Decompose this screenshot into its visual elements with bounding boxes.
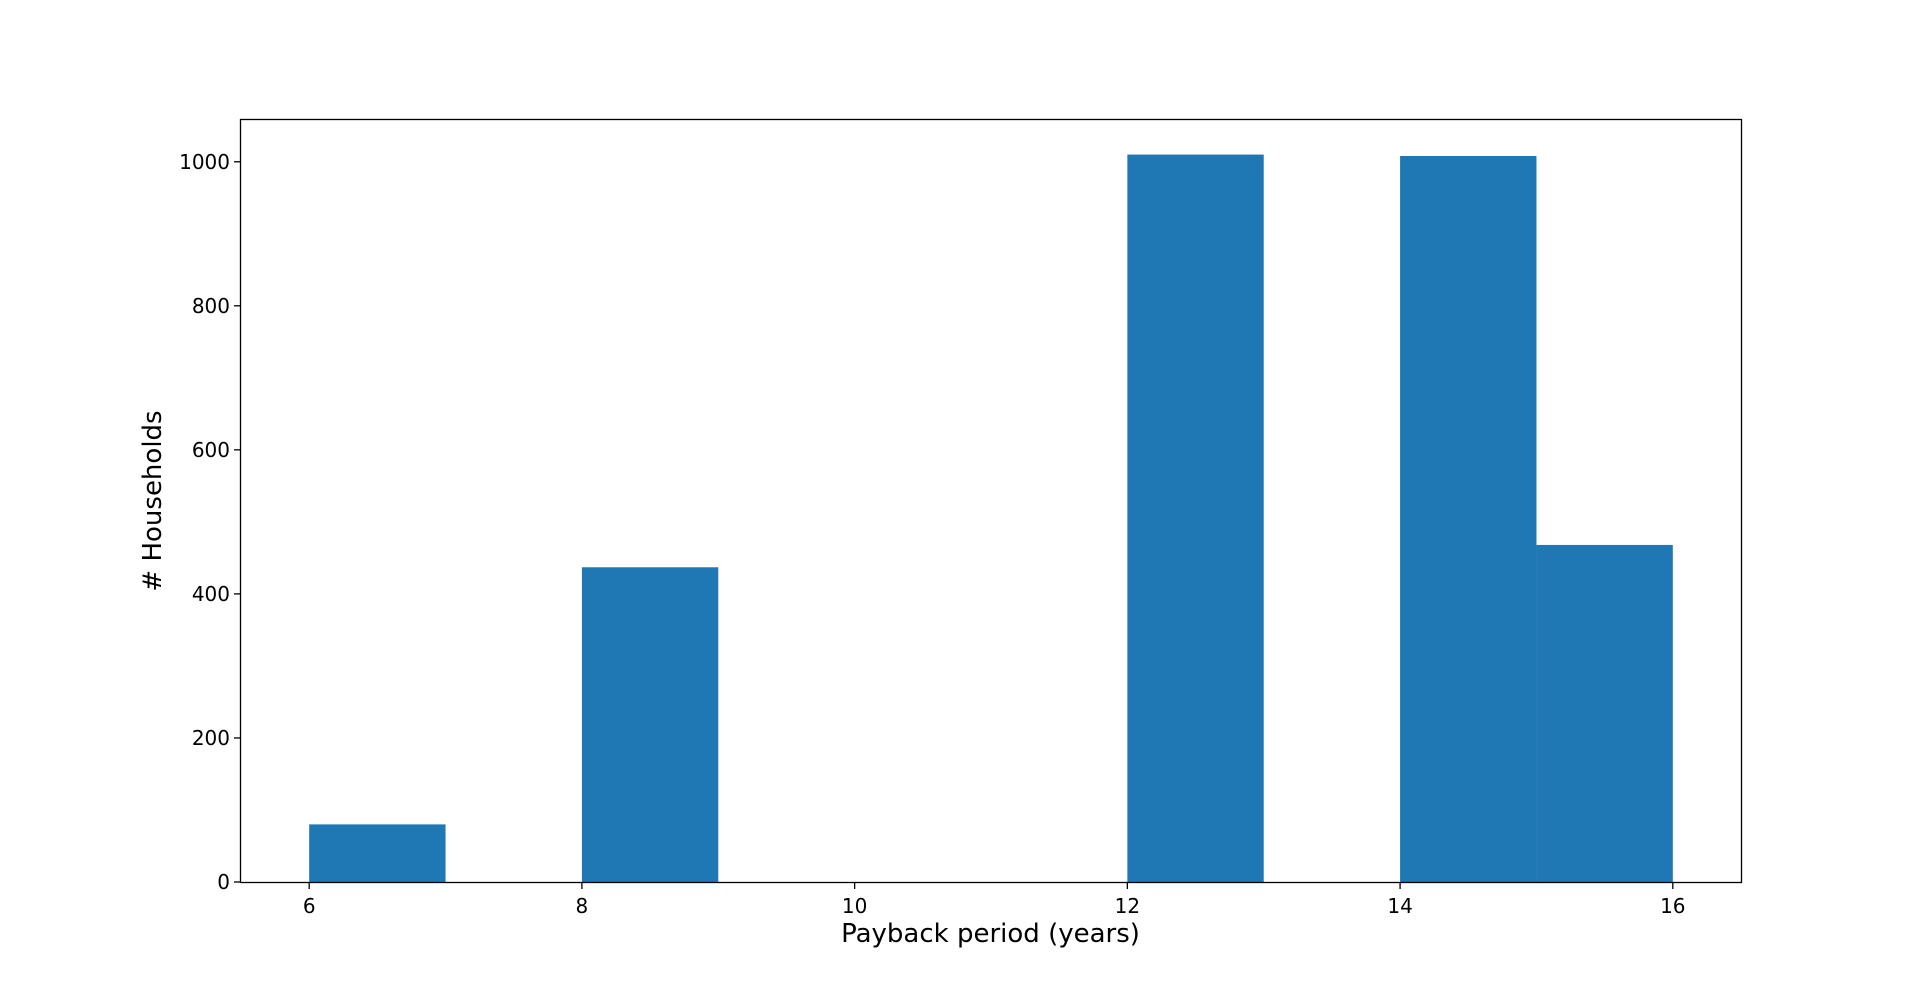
x-tick-label: 14 — [1387, 894, 1412, 918]
x-tick-label: 6 — [303, 894, 316, 918]
histogram-bar-8-9 — [581, 567, 719, 882]
y-tick-label: 800 — [192, 294, 230, 318]
histogram-bar-12-13 — [1127, 154, 1264, 882]
histogram-bar-6-7 — [309, 824, 446, 882]
y-tick-label: 200 — [192, 726, 230, 750]
y-tick-label: 400 — [192, 582, 230, 606]
y-tick-label: 0 — [217, 870, 230, 894]
y-tick-label: 1000 — [179, 150, 230, 174]
y-tick-label: 600 — [192, 438, 230, 462]
x-tick-label: 12 — [1115, 894, 1140, 918]
y-axis-label: # Households — [138, 410, 168, 591]
x-axis-label: Payback period (years) — [841, 919, 1140, 949]
bars-layer — [309, 154, 1673, 882]
ticks-layer: 6 8 10 12 14 16 0 200 400 600 800 1000 — [179, 150, 1685, 918]
plot-area-frame — [239, 118, 1743, 884]
x-tick-label: 10 — [842, 894, 867, 918]
histogram-bar-14-15 — [1400, 156, 1537, 882]
x-tick-label: 16 — [1660, 894, 1685, 918]
x-tick-label: 8 — [576, 894, 589, 918]
histogram-bar-15-16 — [1536, 544, 1673, 882]
